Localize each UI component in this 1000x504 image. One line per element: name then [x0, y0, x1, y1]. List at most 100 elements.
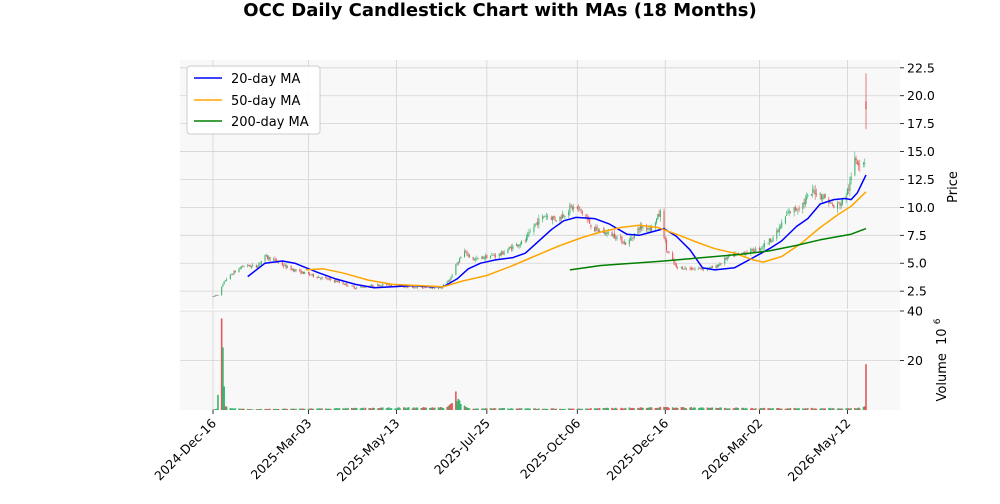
candle-body-154: [478, 258, 479, 259]
candle-body-103: [390, 285, 391, 286]
candle-body-325: [776, 231, 777, 239]
candle-body-236: [621, 237, 622, 243]
candle-body-172: [510, 247, 511, 248]
x-tick-label-2: 2025-May-13: [334, 416, 403, 485]
candle-body-341: [803, 202, 804, 204]
candle-body-82: [354, 286, 355, 288]
volume-bar-99: [382, 407, 384, 410]
volume-bar-189: [538, 408, 540, 410]
candle-260: [663, 208, 664, 239]
volume-axis-label: Volume 10 6: [933, 318, 950, 401]
candle-body-31: [266, 255, 267, 256]
candle-body-313: [754, 251, 755, 252]
candle-body-235: [620, 237, 621, 238]
candle-body-324: [773, 238, 774, 242]
candle-body-263: [667, 251, 668, 252]
candle-body-288: [711, 267, 712, 268]
volume-bar-294: [720, 407, 722, 410]
candle-body-20: [247, 265, 248, 266]
candle-body-104: [391, 285, 392, 286]
candle-body-41: [283, 266, 284, 267]
candle-body-206: [569, 206, 570, 213]
candle-body-357: [831, 203, 832, 204]
candle-body-339: [799, 208, 800, 209]
candle-body-3: [216, 295, 217, 296]
candle-body-43: [286, 265, 287, 268]
candle-body-349: [816, 194, 817, 195]
candle-body-296: [725, 258, 726, 259]
candle-body-67: [328, 279, 329, 280]
volume-bar-214: [581, 409, 583, 410]
candle-body-78: [346, 283, 347, 285]
candle-body-62: [319, 277, 320, 278]
candle-body-179: [521, 241, 522, 244]
candle-body-81: [352, 285, 353, 286]
legend-label-20-day-ma: 20-day MA: [231, 72, 300, 87]
volume-bar-14: [235, 408, 237, 410]
candle-body-137: [449, 280, 450, 281]
candle-5: [221, 286, 222, 295]
candle-body-21: [248, 265, 249, 266]
volume-bar-84: [356, 408, 358, 410]
candle-body-237: [623, 243, 624, 244]
candle-body-29: [261, 261, 262, 264]
candle-body-35: [273, 259, 274, 260]
candle-body-375: [863, 163, 864, 165]
candle-body-64: [321, 277, 322, 278]
volume-bar-329: [781, 409, 783, 410]
candle-body-60: [317, 277, 318, 278]
candle-body-24: [252, 265, 253, 266]
candle-body-171: [509, 247, 510, 249]
price-tick-label-1: 5.0: [907, 256, 927, 271]
candle-body-354: [825, 194, 826, 198]
volume-bar-39: [278, 409, 280, 410]
candle-body-166: [500, 254, 501, 255]
candle-body-320: [768, 243, 769, 244]
price-axis-label: Price: [946, 171, 961, 203]
volume-bar-19: [243, 409, 245, 410]
candle-body-213: [580, 209, 581, 211]
candle-body-278: [693, 269, 694, 270]
volume-bar-94: [373, 408, 375, 410]
volume-tick-label-0: 20: [907, 353, 923, 368]
volume-bar-344: [807, 408, 809, 410]
candle-body-144: [460, 257, 461, 258]
volume-bar-104: [391, 408, 393, 410]
candle-body-374: [859, 166, 860, 167]
candle-body-98: [381, 286, 382, 287]
candle-body-27: [258, 264, 259, 267]
candle-body-158: [485, 256, 486, 259]
candle-body-37: [276, 259, 277, 261]
legend-label-200-day-ma: 200-day MA: [231, 115, 309, 130]
volume-bar-174: [512, 409, 514, 410]
candle-body-68: [329, 279, 330, 280]
candle-body-69: [330, 279, 331, 280]
candle-body-174: [512, 246, 513, 249]
candle-body-70: [334, 280, 335, 282]
candle-body-210: [577, 206, 578, 209]
candle-body-146: [465, 251, 466, 252]
volume-bar-259: [660, 407, 662, 410]
candle-body-343: [806, 197, 807, 199]
price-tick-label-2: 7.5: [907, 228, 927, 243]
candle-body-8: [225, 280, 226, 281]
candle-body-148: [468, 255, 469, 256]
candle-62: [319, 277, 320, 278]
candle-body-123: [424, 287, 425, 288]
candle-body-295: [724, 258, 725, 264]
candle-body-277: [692, 269, 693, 270]
candle-body-346: [812, 189, 813, 193]
candle-body-187: [536, 223, 537, 224]
candle-body-223: [598, 230, 599, 232]
volume-bar-74: [339, 408, 341, 410]
candle-body-335: [794, 207, 795, 212]
x-tick-label-7: 2026-May-12: [785, 416, 854, 485]
candle-body-337: [796, 209, 797, 210]
candle-body-9: [226, 279, 227, 280]
candle-body-318: [763, 247, 764, 248]
volume-bar-274: [686, 408, 688, 410]
candle-body-200: [559, 216, 560, 220]
candle-body-207: [571, 205, 572, 206]
candle-body-59: [313, 274, 314, 277]
candle-body-360: [837, 203, 838, 209]
